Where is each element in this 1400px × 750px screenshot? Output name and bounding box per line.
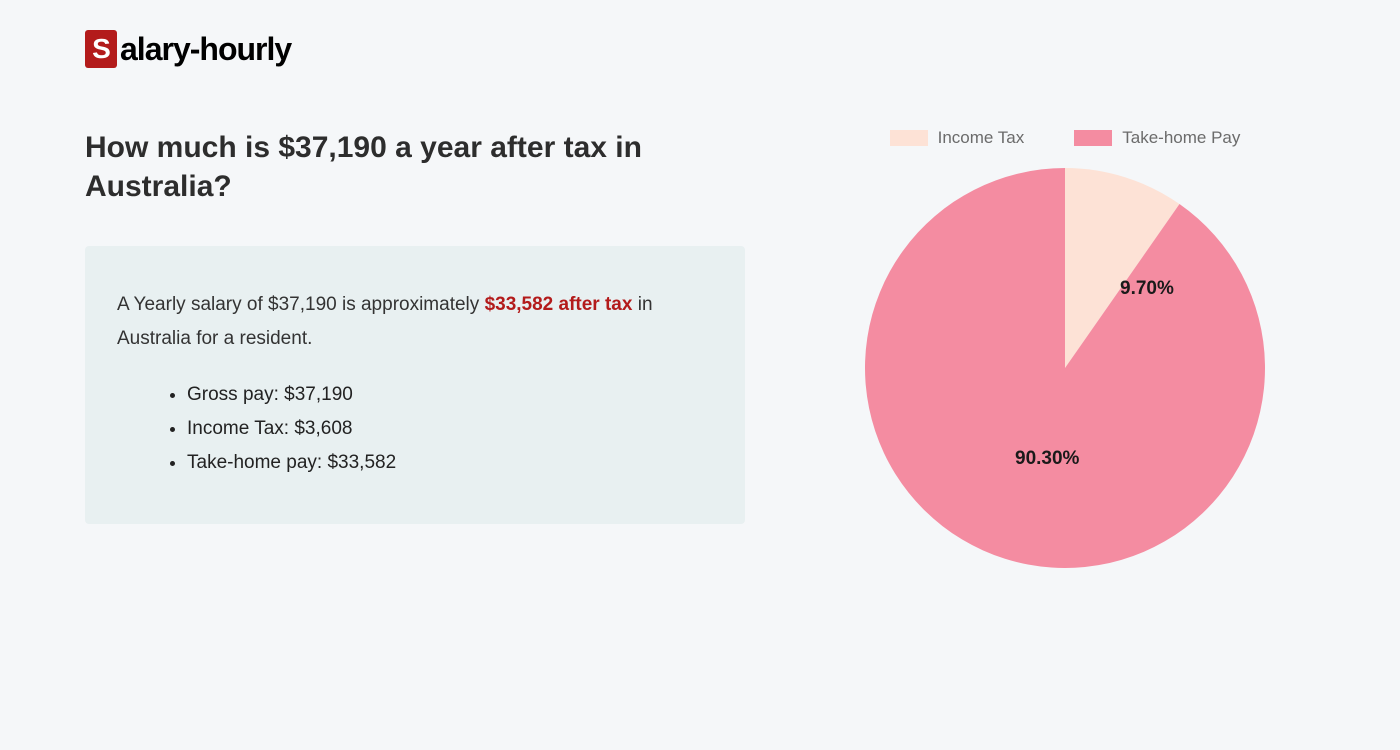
chart-legend: Income Tax Take-home Pay (815, 128, 1315, 148)
list-item: Take-home pay: $33,582 (187, 452, 713, 474)
list-item: Income Tax: $3,608 (187, 418, 713, 440)
site-logo: Salary-hourly (85, 30, 1315, 68)
pie-chart: 9.70% 90.30% (865, 168, 1265, 568)
slice-label-income-tax: 9.70% (1120, 278, 1174, 300)
summary-highlight: $33,582 after tax (485, 294, 633, 315)
pie-svg (865, 168, 1265, 568)
legend-swatch (1074, 130, 1112, 146)
logo-rest-text: alary-hourly (120, 31, 291, 68)
legend-label: Take-home Pay (1122, 128, 1240, 148)
summary-box: A Yearly salary of $37,190 is approximat… (85, 246, 745, 524)
summary-bullets: Gross pay: $37,190 Income Tax: $3,608 Ta… (117, 384, 713, 474)
logo-letter-icon: S (85, 30, 117, 68)
page-headline: How much is $37,190 a year after tax in … (85, 128, 745, 206)
legend-item-income-tax: Income Tax (890, 128, 1025, 148)
content-row: How much is $37,190 a year after tax in … (85, 128, 1315, 568)
legend-label: Income Tax (938, 128, 1025, 148)
legend-item-take-home: Take-home Pay (1074, 128, 1240, 148)
legend-swatch (890, 130, 928, 146)
right-column: Income Tax Take-home Pay 9.70% 90.30% (815, 128, 1315, 568)
summary-sentence: A Yearly salary of $37,190 is approximat… (117, 288, 713, 356)
slice-label-take-home: 90.30% (1015, 448, 1079, 470)
left-column: How much is $37,190 a year after tax in … (85, 128, 745, 568)
list-item: Gross pay: $37,190 (187, 384, 713, 406)
summary-prefix: A Yearly salary of $37,190 is approximat… (117, 294, 485, 315)
